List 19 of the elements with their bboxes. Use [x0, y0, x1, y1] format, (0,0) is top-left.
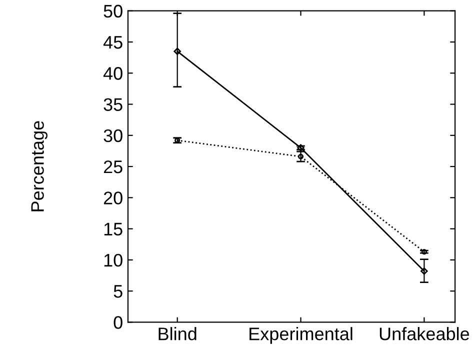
- y-tick-label: 0: [114, 316, 122, 329]
- point: [298, 154, 304, 160]
- x-tick-label: Experimental: [250, 327, 352, 344]
- y-tick-label: 30: [104, 129, 122, 142]
- y-tick-label: 35: [104, 98, 122, 111]
- y-tick-label: 10: [104, 254, 122, 267]
- y-tick-label: 45: [103, 36, 122, 49]
- point: [420, 267, 428, 275]
- y-tick-label: 25: [104, 160, 122, 174]
- point: [174, 48, 181, 55]
- x-tick-label: Blind: [158, 327, 196, 340]
- y-tick-label: 50: [104, 4, 122, 18]
- y-tick-label: 15: [104, 222, 122, 236]
- y-axis-title: Percentage: [31, 121, 48, 212]
- y-tick-label: 40: [103, 67, 122, 80]
- x-tick-label: Unfakeable: [380, 327, 470, 340]
- y-tick-label: 20: [104, 192, 122, 204]
- point: [421, 249, 427, 255]
- y-tick-label: 5: [114, 285, 122, 298]
